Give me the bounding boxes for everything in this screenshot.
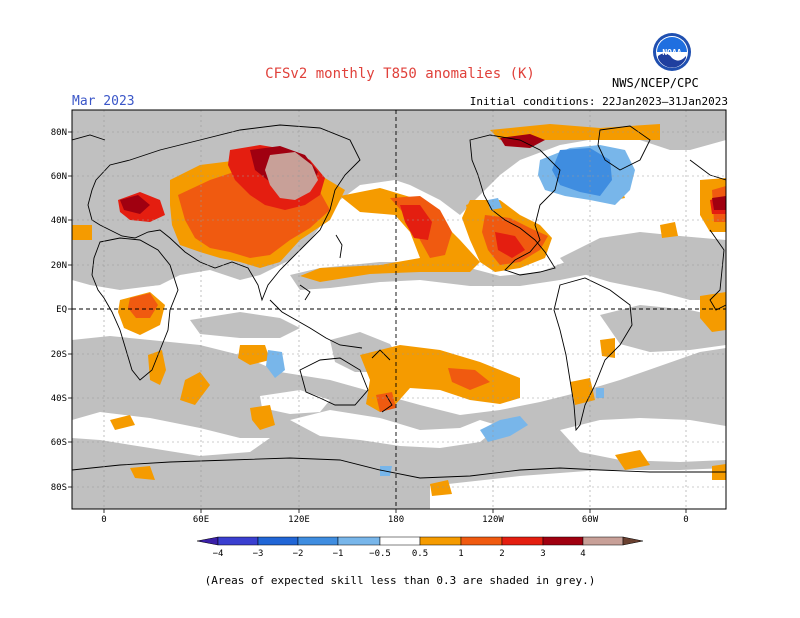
continent-coastlines (72, 124, 726, 479)
colorbar-swatch (582, 536, 624, 546)
colorbar-swatch (297, 536, 339, 546)
colorbar-swatch (542, 536, 584, 546)
lon-label: 120W (482, 515, 504, 525)
colorbar-label: −4 (213, 549, 224, 559)
lat-label: 60S (51, 438, 67, 448)
colorbar-label: 1 (458, 549, 463, 559)
lat-label: 80N (51, 128, 67, 138)
colorbar-swatch (501, 536, 544, 546)
noaa-logo-icon: NOAA (653, 33, 691, 71)
lat-label: 60N (51, 172, 67, 182)
skill-footnote: (Areas of expected skill less than 0.3 a… (204, 574, 596, 587)
colorbar (196, 536, 644, 546)
colorbar-label: −3 (253, 549, 264, 559)
lat-label: 20S (51, 350, 67, 360)
colorbar-swatch (217, 536, 259, 546)
colorbar-label: −0.5 (369, 549, 391, 559)
colorbar-swatch (419, 536, 462, 546)
lon-label: 60W (582, 515, 599, 525)
colorbar-swatch (257, 536, 299, 546)
colorbar-swatch (622, 536, 644, 546)
colorbar-swatch (196, 536, 219, 546)
longitude-axis: 0 60E 120E 180 120W 60W 0 (101, 515, 688, 525)
lat-label: EQ (56, 305, 67, 315)
anomaly-pink-brown-regions (265, 152, 318, 200)
colorbar-label: −1 (333, 549, 344, 559)
map-gridlines (72, 110, 726, 509)
anomaly-blue-regions (552, 148, 612, 196)
lat-label: 40N (51, 216, 67, 226)
initial-conditions: Initial conditions: 22Jan2023–31Jan2023 (469, 95, 728, 108)
map-frame (71, 109, 727, 510)
colorbar-label: 4 (580, 549, 585, 559)
colorbar-swatch (379, 536, 421, 546)
colorbar-label: 2 (499, 549, 504, 559)
colorbar-labels: −4 −3 −2 −1 −0.5 0.5 1 2 3 4 (213, 549, 586, 559)
lon-label: 60E (193, 515, 209, 525)
map-title: CFSv2 monthly T850 anomalies (K) (265, 66, 535, 82)
lat-label: 20N (51, 261, 67, 271)
colorbar-swatch (337, 536, 381, 546)
logo-text: NOAA (662, 48, 681, 57)
lon-label: 0 (101, 515, 106, 525)
colorbar-label: −2 (293, 549, 304, 559)
anomaly-dark-orange-regions (128, 170, 726, 412)
lon-label: 180 (388, 515, 404, 525)
agency-label: NWS/NCEP/CPC (612, 76, 699, 90)
lat-label: 40S (51, 394, 67, 404)
lon-label: 0 (683, 515, 688, 525)
latitude-axis: 80N 60N 40N 20N EQ 20S 40S 60S 80S (51, 128, 67, 493)
colorbar-label: 3 (540, 549, 545, 559)
lon-label: 120E (288, 515, 310, 525)
colorbar-swatch (460, 536, 503, 546)
colorbar-label: 0.5 (412, 549, 428, 559)
forecast-month: Mar 2023 (72, 94, 135, 109)
lat-label: 80S (51, 483, 67, 493)
